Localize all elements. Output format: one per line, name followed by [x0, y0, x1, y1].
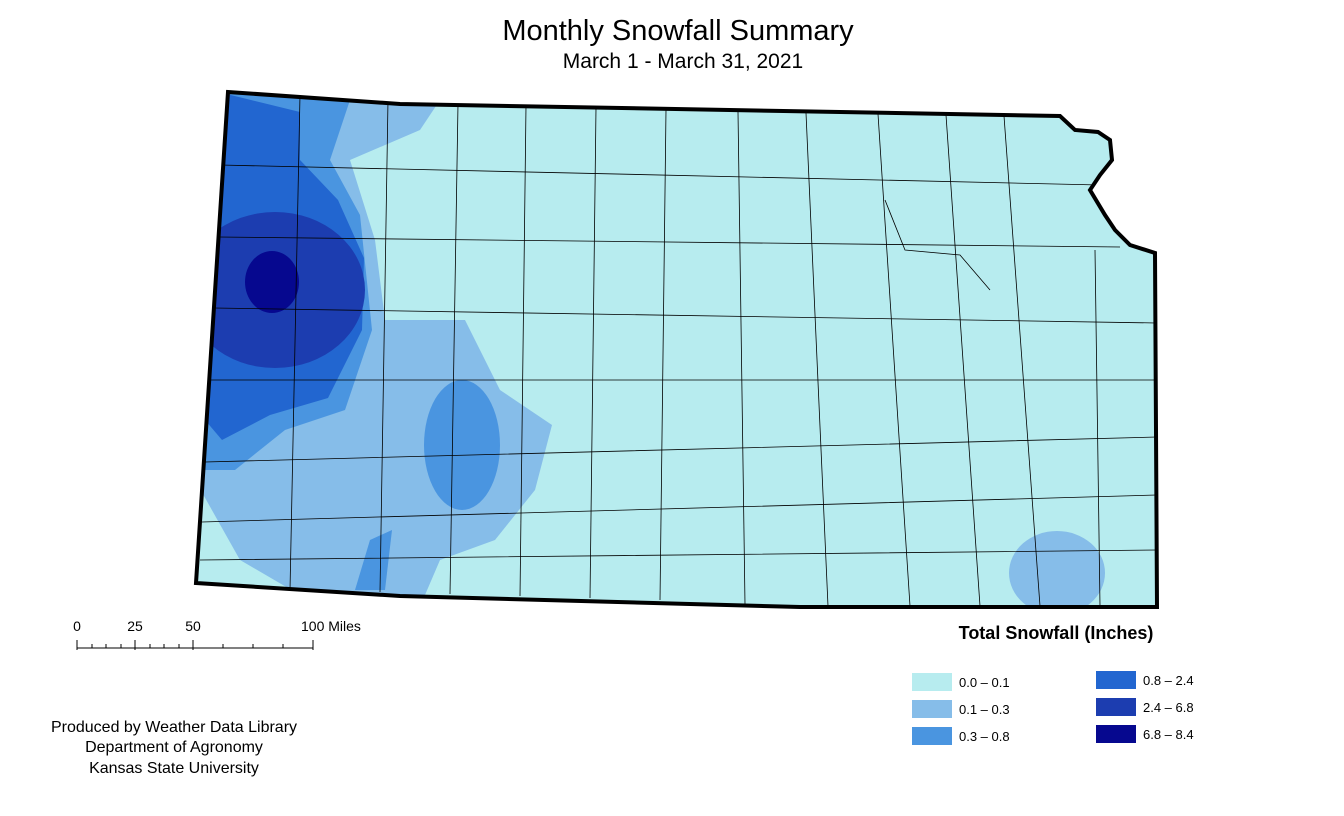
- snow-zone: [355, 530, 392, 590]
- legend-label: 6.8 – 8.4: [1143, 727, 1194, 742]
- scale-label: 25: [127, 618, 143, 634]
- legend-swatch: [912, 700, 952, 718]
- scale-label: 50: [185, 618, 201, 634]
- subtitle: March 1 - March 31, 2021: [563, 50, 803, 73]
- legend-swatch: [1096, 698, 1136, 716]
- snow-zone: [245, 251, 299, 313]
- credit-line: Produced by Weather Data Library: [51, 719, 297, 736]
- county-lines: [199, 94, 1157, 607]
- credit-line: Department of Agronomy: [85, 739, 263, 756]
- legend-label: 0.3 – 0.8: [959, 729, 1010, 744]
- legend-label: 0.8 – 2.4: [1143, 673, 1194, 688]
- kansas-map: [193, 89, 1160, 609]
- legend-swatch: [1096, 725, 1136, 743]
- snow-zone: [424, 380, 500, 510]
- scale-bar: 0 25 50 100 Miles: [73, 618, 361, 650]
- credits: Produced by Weather Data Library Departm…: [51, 719, 297, 777]
- scale-label: 100 Miles: [301, 618, 361, 634]
- title: Monthly Snowfall Summary: [502, 15, 854, 47]
- legend-swatch: [912, 727, 952, 745]
- legend-title: Total Snowfall (Inches): [959, 623, 1154, 643]
- scale-label: 0: [73, 618, 81, 634]
- legend-label: 0.1 – 0.3: [959, 702, 1010, 717]
- snow-zone: [1009, 531, 1105, 607]
- legend-label: 2.4 – 6.8: [1143, 700, 1194, 715]
- legend-label: 0.0 – 0.1: [959, 675, 1010, 690]
- state-outline: [193, 89, 1160, 609]
- legend-swatch: [912, 673, 952, 691]
- legend: Total Snowfall (Inches) 0.0 – 0.1 0.1 – 0…: [912, 623, 1194, 745]
- credit-line: Kansas State University: [89, 760, 259, 777]
- legend-swatch: [1096, 671, 1136, 689]
